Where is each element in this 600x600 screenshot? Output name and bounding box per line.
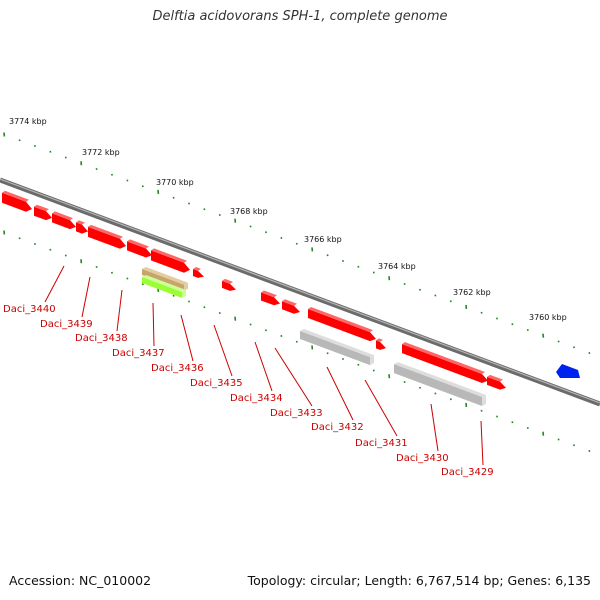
gene-block-top xyxy=(222,278,233,284)
scale-label: 3762 kbp xyxy=(453,288,491,297)
gene-block xyxy=(376,340,386,350)
scale-label: 3770 kbp xyxy=(156,178,194,187)
gene-block xyxy=(282,301,300,314)
pseudo-block-side xyxy=(482,394,486,406)
gene-label: Daci_3438 xyxy=(75,333,128,344)
gene-label: Daci_3430 xyxy=(396,453,449,464)
gene-block-top xyxy=(88,224,123,239)
scale-label: 3772 kbp xyxy=(82,148,120,157)
genome-summary-text: Topology: circular; Length: 6,767,514 bp… xyxy=(247,573,591,588)
gene-label: Daci_3431 xyxy=(355,438,408,449)
pseudo-block xyxy=(300,331,370,366)
gene-block xyxy=(222,280,236,291)
gene-block xyxy=(487,376,506,390)
gene-label: Daci_3436 xyxy=(151,363,204,374)
gene-leader-line xyxy=(116,289,123,332)
gene-leader-line xyxy=(480,420,484,466)
gene-block xyxy=(52,213,76,230)
gene-label: Daci_3432 xyxy=(311,422,364,433)
accession-text: Accession: NC_010002 xyxy=(9,573,152,588)
scale-label: 3768 kbp xyxy=(230,207,268,216)
gene-block xyxy=(193,269,204,278)
gene-block xyxy=(34,206,52,221)
gene-label: Daci_3433 xyxy=(270,408,323,419)
gene-block-top xyxy=(151,248,187,263)
gene-block xyxy=(261,292,280,306)
gene-leader-line xyxy=(364,379,398,437)
scale-label: 3764 kbp xyxy=(378,262,416,271)
gene-leader-line xyxy=(430,403,439,452)
gene-block xyxy=(151,250,190,273)
gene-label: Daci_3437 xyxy=(112,348,165,359)
other-feature-block xyxy=(556,364,580,378)
gene-block-top xyxy=(34,204,49,212)
gene-block-top xyxy=(487,374,503,382)
gene-block xyxy=(2,192,32,212)
gene-block xyxy=(76,222,88,234)
gene-block-top xyxy=(76,220,85,225)
gene-block-top xyxy=(261,290,277,298)
gene-leader-line xyxy=(213,324,233,377)
gene-label: Daci_3435 xyxy=(190,378,243,389)
pseudo-block-side xyxy=(370,355,374,366)
gene-block-top xyxy=(193,267,201,271)
rna-block-tan-side xyxy=(184,282,188,291)
gene-block-top xyxy=(308,306,373,333)
rna-block-tan xyxy=(142,269,184,291)
gene-block-top xyxy=(52,211,73,221)
gene-leader-line xyxy=(326,366,354,421)
gene-block-top xyxy=(402,342,485,374)
gene-leader-line xyxy=(81,276,91,318)
gene-block xyxy=(127,241,152,258)
pseudo-block-top xyxy=(394,362,486,397)
gene-block-top xyxy=(2,190,29,202)
gene-block-top xyxy=(282,299,297,306)
gene-label: Daci_3440 xyxy=(3,304,56,315)
gene-label: Daci_3439 xyxy=(40,319,93,330)
gene-leader-line xyxy=(180,314,194,362)
gene-leader-line xyxy=(44,265,65,303)
diagram-title: Delftia acidovorans SPH-1, complete geno… xyxy=(152,9,448,24)
pseudo-block xyxy=(394,364,482,406)
gene-block xyxy=(402,344,488,383)
scale-label: 3766 kbp xyxy=(304,235,342,244)
rna-block-green-top xyxy=(142,275,186,292)
pseudo-block-top xyxy=(300,329,374,358)
gene-block xyxy=(308,308,376,342)
backbone-highlight xyxy=(0,178,600,404)
gene-block xyxy=(88,226,126,249)
gene-label: Daci_3434 xyxy=(230,393,283,404)
gene-leader-line xyxy=(254,341,273,392)
rna-block-green xyxy=(142,277,182,298)
scale-label: 3760 kbp xyxy=(529,313,567,322)
rna-block-green-side xyxy=(182,289,186,298)
gene-leader-line xyxy=(152,302,155,347)
rna-block-tan-top xyxy=(142,267,188,285)
gene-leader-line xyxy=(274,347,313,407)
scale-label: 3774 kbp xyxy=(9,117,47,126)
gene-block-top xyxy=(376,338,383,342)
gene-label: Daci_3429 xyxy=(441,467,494,478)
gene-block-top xyxy=(127,239,149,249)
backbone-line xyxy=(0,177,600,407)
